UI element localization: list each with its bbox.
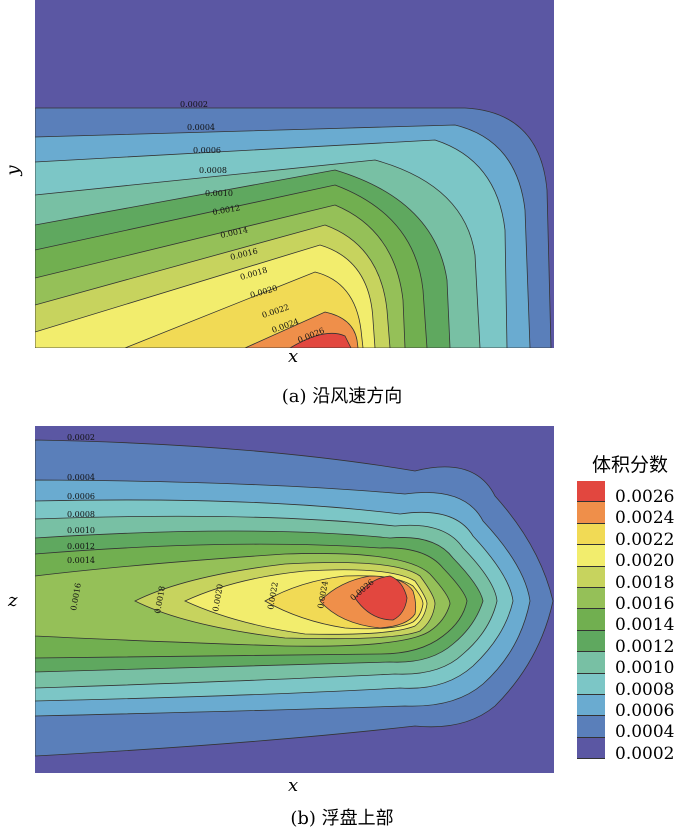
legend-label: 0.0014 bbox=[615, 615, 675, 636]
contour-label: 0.0008 bbox=[67, 510, 95, 519]
legend-swatch bbox=[577, 737, 605, 760]
legend-swatch bbox=[577, 630, 605, 653]
legend-label: 0.0012 bbox=[615, 636, 675, 657]
contour-label: 0.0014 bbox=[67, 556, 95, 565]
contour-label: 0.0010 bbox=[205, 189, 233, 198]
legend-swatch bbox=[577, 652, 605, 674]
contour-label: 0.0006 bbox=[67, 492, 95, 501]
legend-swatch bbox=[577, 545, 605, 567]
legend-label: 0.0008 bbox=[615, 679, 675, 700]
contour-label: 0.0006 bbox=[193, 146, 221, 155]
legend-title: 体积分数 bbox=[592, 454, 669, 476]
x-axis-label-a: x bbox=[288, 346, 299, 367]
contour-band-a-0026 bbox=[289, 332, 352, 348]
legend-label: 0.0010 bbox=[615, 658, 675, 679]
legend-label: 0.0016 bbox=[615, 594, 675, 614]
caption-a: (a) 沿风速方向 bbox=[281, 386, 403, 407]
legend-label: 0.0004 bbox=[615, 722, 675, 743]
legend-label: 0.0002 bbox=[615, 743, 675, 764]
contour-plot-a: 0.0002 0.0004 0.0006 0.0008 0.0010 0.001… bbox=[35, 0, 554, 348]
legend-swatch bbox=[577, 716, 605, 738]
y-axis-label-b: z bbox=[8, 590, 18, 611]
legend-label: 0.0006 bbox=[615, 701, 675, 721]
contour-label: 0.0004 bbox=[187, 123, 215, 132]
legend-swatch bbox=[577, 673, 605, 695]
contour-label: 0.0004 bbox=[67, 473, 95, 482]
legend-label: 0.0022 bbox=[615, 529, 675, 550]
contour-plot-b: 0.0002 0.0004 0.0006 0.0008 0.0010 0.001… bbox=[35, 426, 554, 773]
contour-label: 0.0012 bbox=[67, 542, 95, 551]
legend-swatch bbox=[577, 502, 605, 524]
legend-label: 0.0018 bbox=[615, 572, 675, 593]
legend-swatch bbox=[577, 609, 605, 631]
caption-b: (b) 浮盘上部 bbox=[290, 808, 394, 829]
legend-swatch bbox=[577, 523, 605, 546]
contour-band-b-0026 bbox=[354, 575, 408, 621]
y-axis-label-a: y bbox=[2, 165, 24, 176]
legend-label: 0.0020 bbox=[615, 551, 675, 572]
contour-label: 0.0002 bbox=[180, 100, 208, 109]
legend-swatch bbox=[577, 588, 605, 610]
contour-label: 0.0008 bbox=[199, 166, 227, 175]
legend-swatch bbox=[577, 566, 605, 588]
legend-label: 0.0024 bbox=[615, 508, 675, 529]
contour-label: 0.0002 bbox=[67, 433, 95, 442]
legend-swatch bbox=[577, 481, 605, 503]
contour-label: 0.0010 bbox=[67, 526, 95, 535]
legend-label: 0.0026 bbox=[615, 487, 675, 507]
x-axis-label-b: x bbox=[288, 775, 299, 796]
legend-swatch bbox=[577, 695, 605, 717]
